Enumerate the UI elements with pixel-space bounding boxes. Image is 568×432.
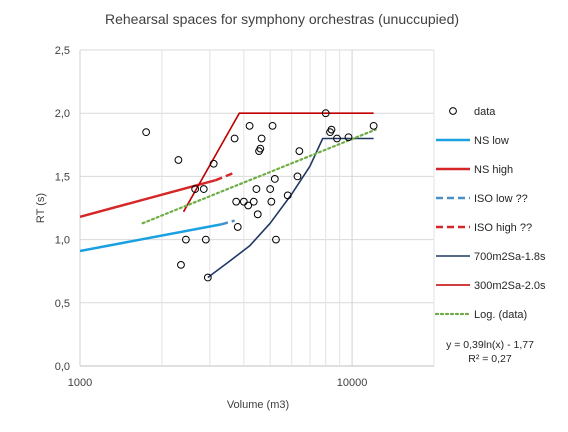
series-line-iso-high	[215, 171, 236, 182]
y-tick-label: 2,0	[55, 108, 70, 120]
data-point	[209, 159, 218, 168]
y-tick-label: 2,5	[55, 45, 70, 57]
series-lines	[79, 112, 377, 279]
y-axis-ticks: 0,0 0,5 1,0 1,5 2,0 2,5	[55, 45, 70, 373]
y-tick-label: 0,5	[55, 298, 70, 310]
data-point	[268, 121, 277, 130]
data-point	[174, 156, 183, 164]
series-line-700m2sa-1-8s	[207, 137, 374, 279]
data-point	[232, 197, 241, 206]
trendline-equation: y = 0,39ln(x) - 1,77	[446, 339, 534, 351]
y-tick-label: 1,5	[55, 171, 70, 183]
data-point	[295, 147, 304, 156]
x-axis-title: Volume (m3)	[227, 399, 289, 411]
gridlines	[79, 49, 435, 367]
data-point	[267, 197, 276, 206]
data-point	[333, 134, 341, 143]
chart-title: Rehearsal spaces for symphony orchestras…	[105, 11, 459, 27]
legend-label: data	[474, 106, 496, 118]
data-point	[181, 235, 190, 244]
data-point	[293, 172, 302, 181]
data-point	[253, 210, 262, 219]
legend-label: ISO low ??	[474, 193, 528, 205]
data-point	[233, 223, 242, 231]
legend-label: NS high	[474, 164, 513, 176]
data-point	[270, 175, 279, 183]
data-point	[327, 125, 336, 134]
data-point	[203, 273, 212, 282]
data-point	[256, 144, 265, 153]
data-point	[230, 134, 239, 143]
legend-label: Log. (data)	[474, 309, 527, 321]
y-tick-label: 0,0	[55, 361, 70, 373]
data-point	[199, 185, 208, 193]
data-markers	[142, 109, 378, 282]
data-point	[266, 185, 275, 193]
data-point	[283, 191, 292, 200]
series-line-ns-low	[79, 223, 222, 253]
data-point	[272, 235, 280, 244]
series-line-300m2sa-2-0s	[182, 112, 374, 213]
data-point	[177, 260, 185, 269]
series-line-log-data	[141, 128, 377, 225]
x-tick-label: 10000	[337, 377, 368, 389]
legend-label: ISO high ??	[474, 222, 532, 234]
x-axis-ticks: 1000 10000	[68, 377, 368, 389]
legend-marker-data	[449, 107, 457, 115]
data-point	[321, 109, 330, 118]
data-point	[191, 185, 200, 193]
series-line-iso-low	[220, 219, 235, 226]
data-point	[245, 121, 254, 130]
data-point	[249, 197, 258, 206]
data-point	[244, 201, 253, 210]
y-tick-label: 1,0	[55, 235, 70, 247]
data-point	[239, 197, 248, 206]
y-axis-title: RT (s)	[35, 193, 47, 223]
data-point	[369, 121, 378, 130]
legend-label: 700m2Sa-1.8s	[474, 251, 546, 263]
data-point	[257, 134, 266, 143]
data-point	[252, 185, 261, 193]
data-point	[344, 133, 353, 142]
x-tick-label: 1000	[68, 377, 92, 389]
data-point	[142, 128, 151, 137]
legend-label: NS low	[474, 135, 509, 147]
legend: data NS low NS high ISO low ?? ISO high ?? 70…	[434, 106, 546, 321]
trendline-r-squared: R² = 0,27	[468, 353, 512, 365]
legend-label: 300m2Sa-2.0s	[474, 280, 546, 292]
data-point	[201, 235, 210, 244]
